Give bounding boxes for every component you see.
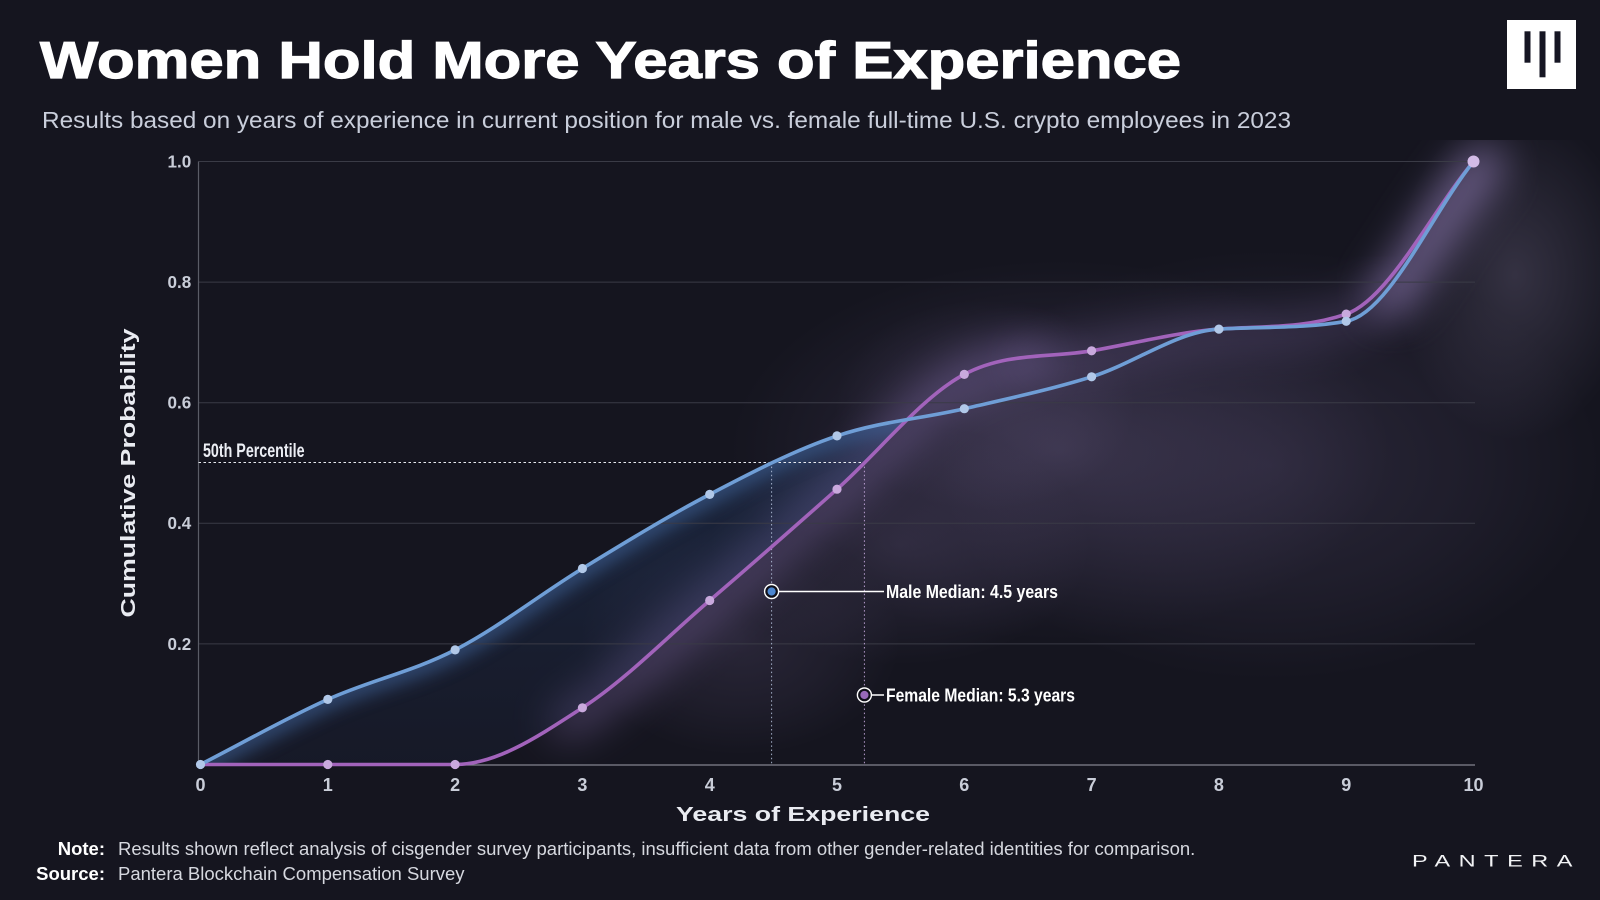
svg-text:9: 9: [1341, 775, 1351, 795]
svg-text:50th Percentile: 50th Percentile: [203, 441, 305, 462]
svg-text:0.6: 0.6: [168, 393, 192, 413]
svg-text:Source:: Source:: [36, 863, 105, 884]
svg-text:Pantera Blockchain Compensatio: Pantera Blockchain Compensation Survey: [118, 863, 465, 884]
svg-text:Female Median: 5.3 years: Female Median: 5.3 years: [886, 685, 1075, 706]
svg-text:3: 3: [577, 775, 587, 795]
svg-text:8: 8: [1214, 775, 1224, 795]
svg-text:4: 4: [705, 775, 715, 795]
svg-text:0.8: 0.8: [168, 272, 192, 292]
svg-text:2: 2: [450, 775, 460, 795]
svg-text:Results based on years of expe: Results based on years of experience in …: [42, 107, 1291, 133]
svg-text:6: 6: [959, 775, 969, 795]
svg-text:Women Hold More Years of Exper: Women Hold More Years of Experience: [40, 32, 1181, 90]
svg-text:PANTERA: PANTERA: [1412, 853, 1581, 871]
svg-text:10: 10: [1463, 775, 1483, 795]
svg-text:Cumulative Probability: Cumulative Probability: [118, 327, 140, 617]
svg-text:0: 0: [195, 775, 205, 795]
svg-text:7: 7: [1087, 775, 1097, 795]
svg-text:0.4: 0.4: [168, 513, 192, 533]
svg-text:Years of Experience: Years of Experience: [676, 804, 930, 826]
svg-text:5: 5: [832, 775, 842, 795]
svg-text:0.2: 0.2: [168, 634, 192, 654]
svg-text:Note:: Note:: [58, 838, 105, 859]
svg-text:Male Median: 4.5 years: Male Median: 4.5 years: [886, 581, 1058, 602]
svg-text:1.0: 1.0: [168, 152, 192, 172]
svg-text:1: 1: [323, 775, 333, 795]
svg-text:Results shown reflect analysis: Results shown reflect analysis of cisgen…: [118, 838, 1195, 859]
